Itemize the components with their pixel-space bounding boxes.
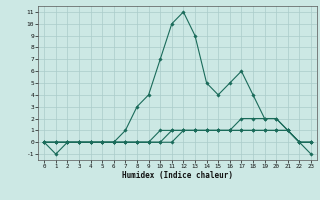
X-axis label: Humidex (Indice chaleur): Humidex (Indice chaleur) [122, 171, 233, 180]
